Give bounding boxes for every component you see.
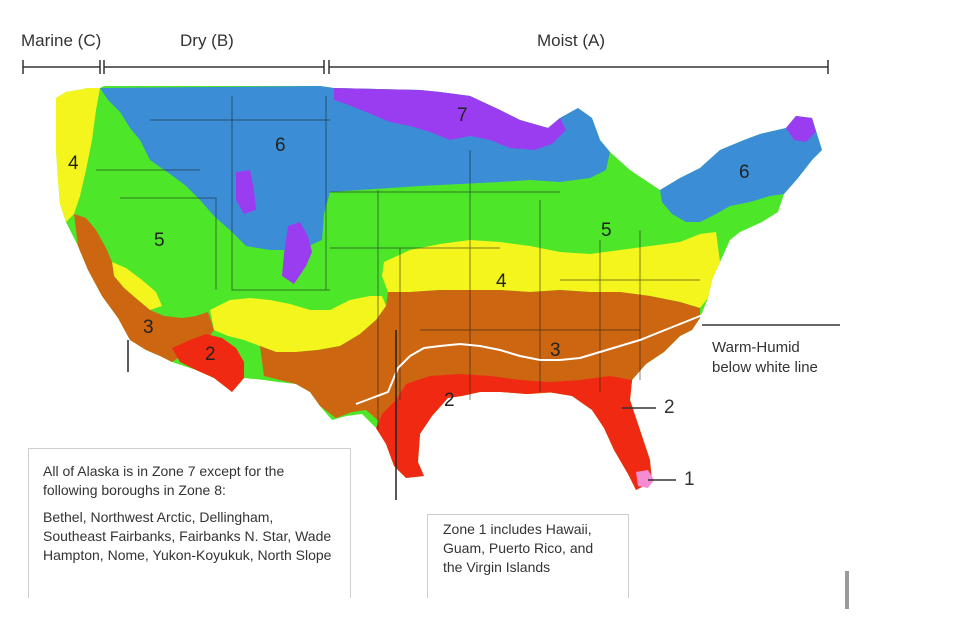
warm-humid-line2: below white line [712,359,818,376]
zone-4-pacific-nw [56,88,100,222]
climate-region-header: Marine (C) Dry (B) Moist (A) [0,0,964,80]
warm-humid-boundary-line [355,311,709,405]
zone-2-southwest [172,334,244,392]
zone-label-7: 7 [457,105,468,126]
state-boundaries [96,96,700,430]
warm-humid-line1: Warm-Humid [712,339,800,356]
zone-7-region [334,88,566,150]
zone-label-6-west: 6 [275,135,286,156]
zone-2-gulf [376,374,652,490]
callout-zone-1: 1 [684,469,695,490]
callout-zone-2: 2 [664,397,675,418]
scroll-indicator [845,571,849,609]
zone-label-5-east: 5 [601,220,612,241]
zone-7-maine [786,116,816,142]
zone-label-4-east: 4 [496,271,507,292]
zone-label-5-west: 5 [154,230,165,251]
zone-label-3-east: 3 [550,340,561,361]
region-label-marine: Marine (C) [21,31,102,50]
zone-number-labels: 4 6 5 3 2 7 6 5 4 3 2 [68,105,750,411]
zone-label-6-east: 6 [739,162,750,183]
zone-label-4-nw: 4 [68,153,79,174]
callout-leaders [622,324,840,481]
zone-4-region [382,232,720,308]
warm-humid-caption: Warm-Humid below white line [712,338,818,378]
zone-label-2-east: 2 [444,390,455,411]
zone-6-northeast [660,116,822,222]
zone-3-region [260,290,700,430]
zone1-note-text: Zone 1 includes Hawaii, Guam, Puerto Ric… [443,521,594,575]
zone-3-california [74,214,214,362]
zone-1-region [636,470,654,488]
zone-7-rockies [282,222,312,284]
zone-4-nevada [112,262,162,310]
alaska-note-boroughs: Bethel, Northwest Arctic, Dellingham, So… [43,509,332,563]
zone-label-3-west: 3 [143,317,154,338]
region-label-moist: Moist (A) [537,31,605,50]
region-divider-lines [127,330,397,500]
zone-4-southwest [210,296,386,352]
alaska-note-box: All of Alaska is in Zone 7 except for th… [28,448,351,598]
region-scale-bars [22,60,829,74]
region-label-dry: Dry (B) [180,31,234,50]
zone-label-2-west: 2 [205,344,216,365]
zone1-note-box: Zone 1 includes Hawaii, Guam, Puerto Ric… [427,514,629,598]
zone-7-colorado [236,170,256,214]
alaska-note-intro: All of Alaska is in Zone 7 except for th… [43,463,285,498]
